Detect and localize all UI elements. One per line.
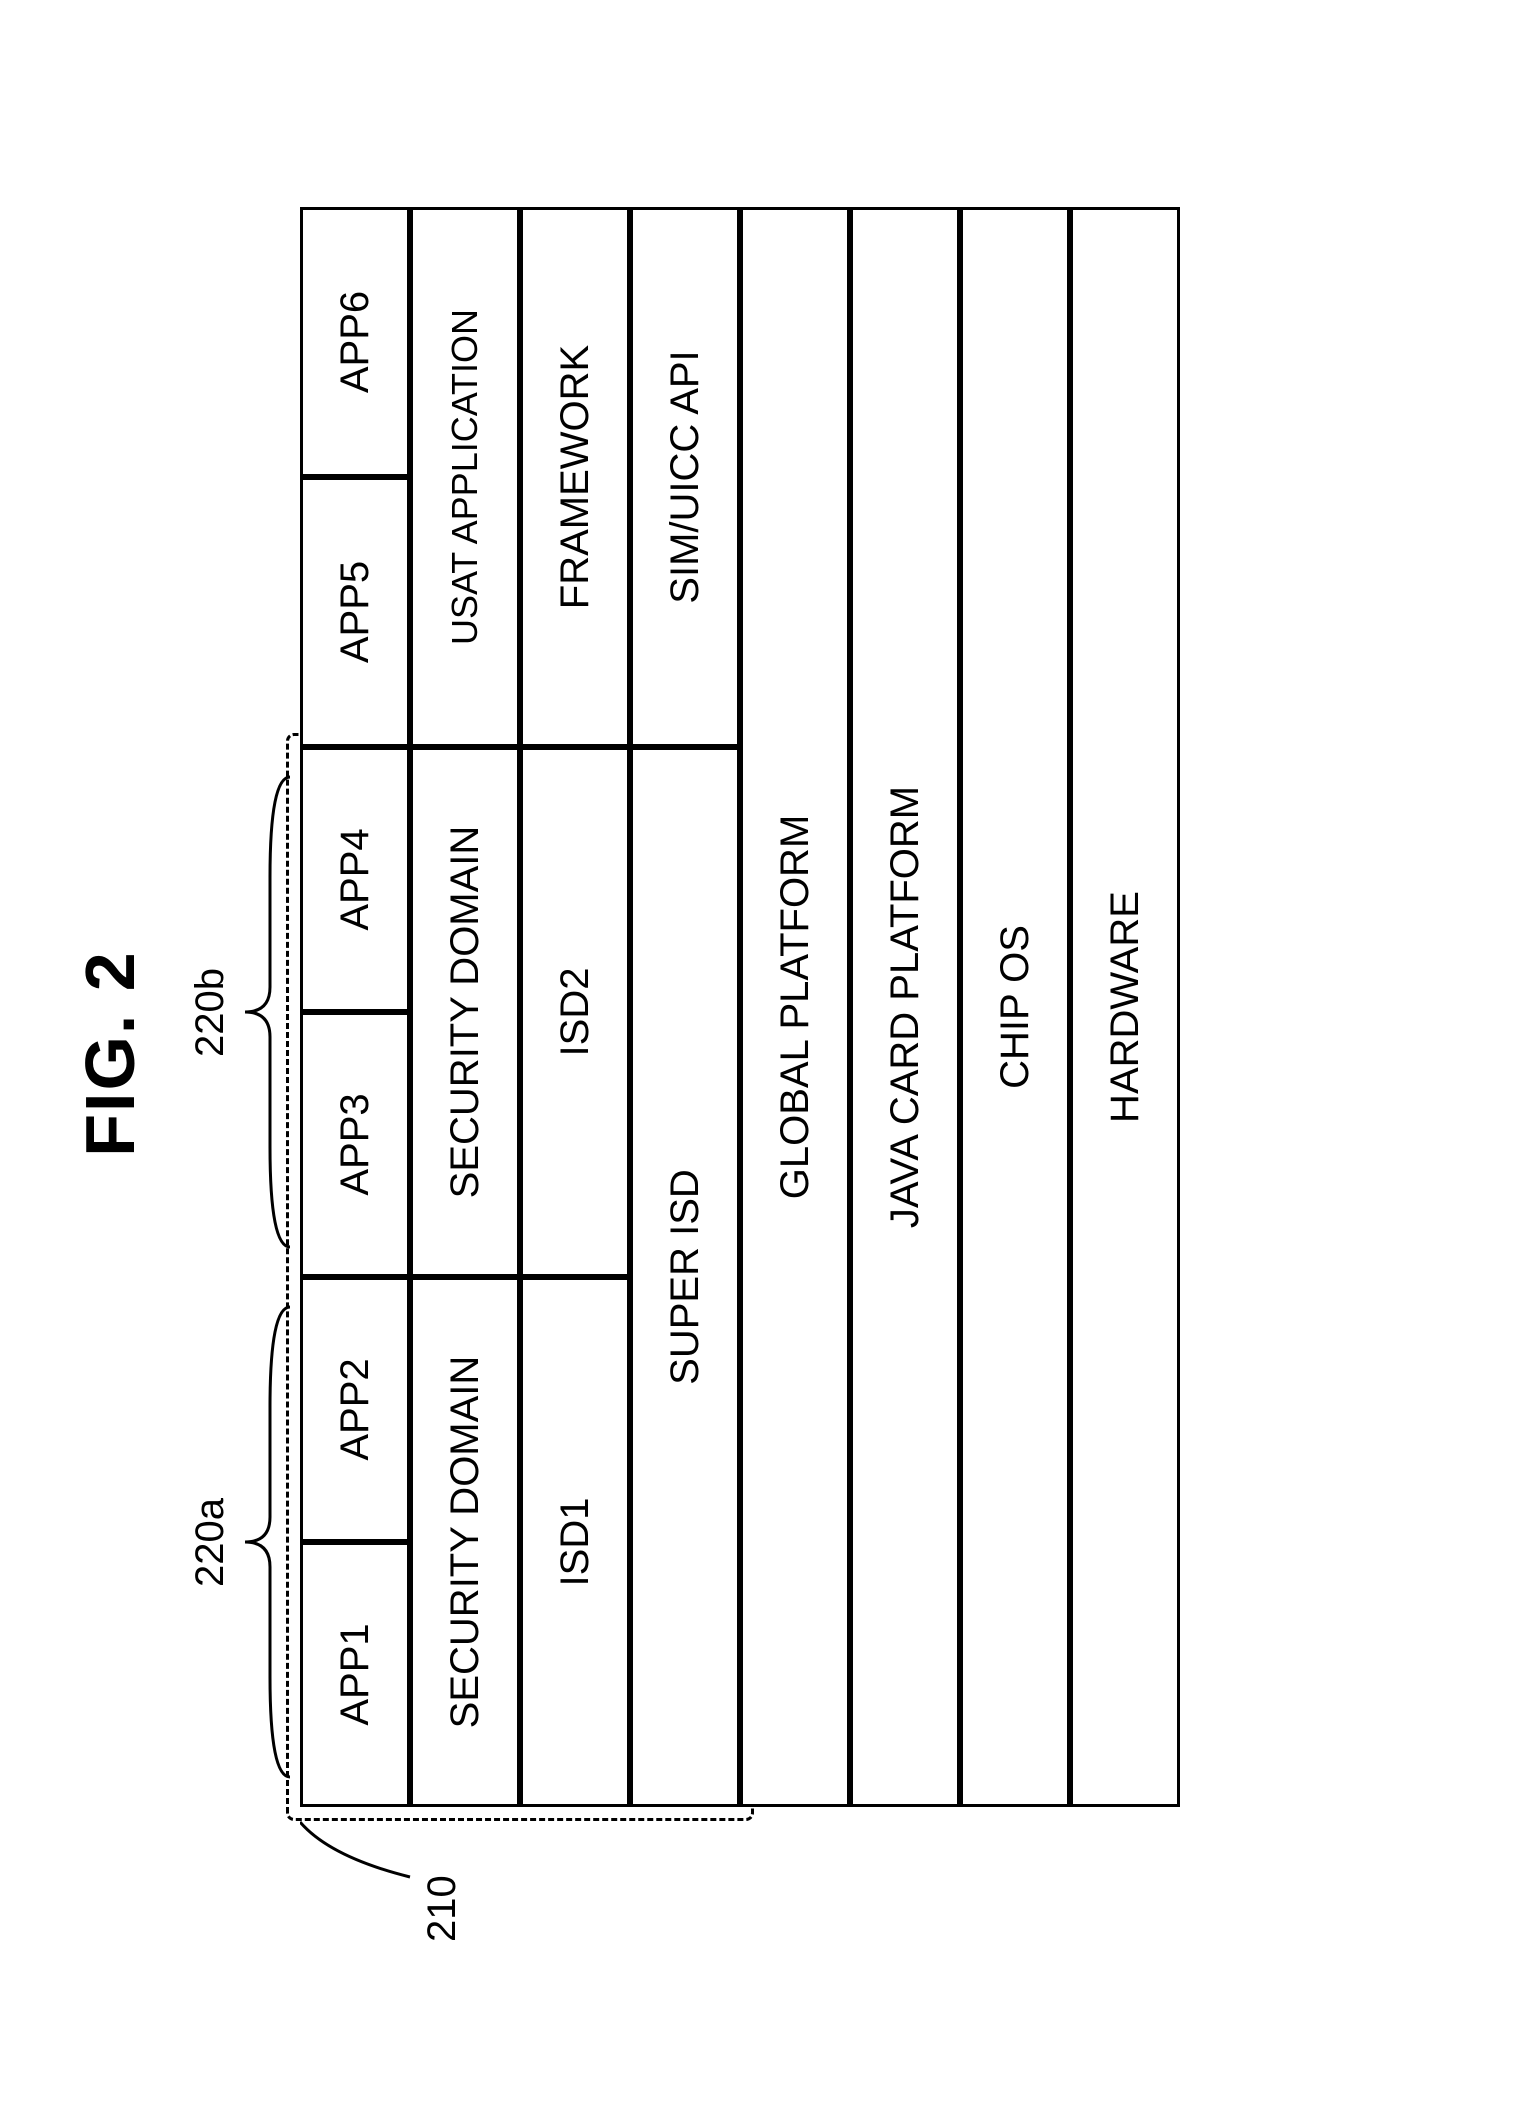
cell-app6: APP6 [300, 207, 410, 477]
cell-isd2: ISD2 [520, 747, 630, 1277]
cell-hardware: HARDWARE [1070, 207, 1180, 1807]
cell-security-domain-a: SECURITY DOMAIN [410, 1277, 520, 1807]
figure-title: FIG. 2 [70, 0, 150, 2107]
brace-220b [230, 747, 300, 1277]
annot-220b: 220b [188, 968, 233, 1057]
leader-210 [300, 1807, 500, 1937]
cell-security-domain-b: SECURITY DOMAIN [410, 747, 520, 1277]
cell-app4: APP4 [300, 747, 410, 1012]
cell-app3: APP3 [300, 1012, 410, 1277]
annot-210: 210 [420, 1875, 465, 1942]
cell-global-platform: GLOBAL PLATFORM [740, 207, 850, 1807]
annot-220a: 220a [188, 1498, 233, 1587]
cell-framework: FRAMEWORK [520, 207, 630, 747]
cell-app1: APP1 [300, 1542, 410, 1807]
cell-app5: APP5 [300, 477, 410, 747]
cell-java-card-platform: JAVA CARD PLATFORM [850, 207, 960, 1807]
cell-chip-os: CHIP OS [960, 207, 1070, 1807]
cell-sim-uicc-api: SIM/UICC API [630, 207, 740, 747]
cell-usat-application: USAT APPLICATION [410, 207, 520, 747]
diagram-stage: APP1 APP2 APP3 APP4 SECURITY DOMAIN SECU… [300, 207, 1300, 1807]
brace-220a [230, 1277, 300, 1807]
cell-isd1: ISD1 [520, 1277, 630, 1807]
cell-super-isd: SUPER ISD [630, 747, 740, 1807]
cell-app2: APP2 [300, 1277, 410, 1542]
